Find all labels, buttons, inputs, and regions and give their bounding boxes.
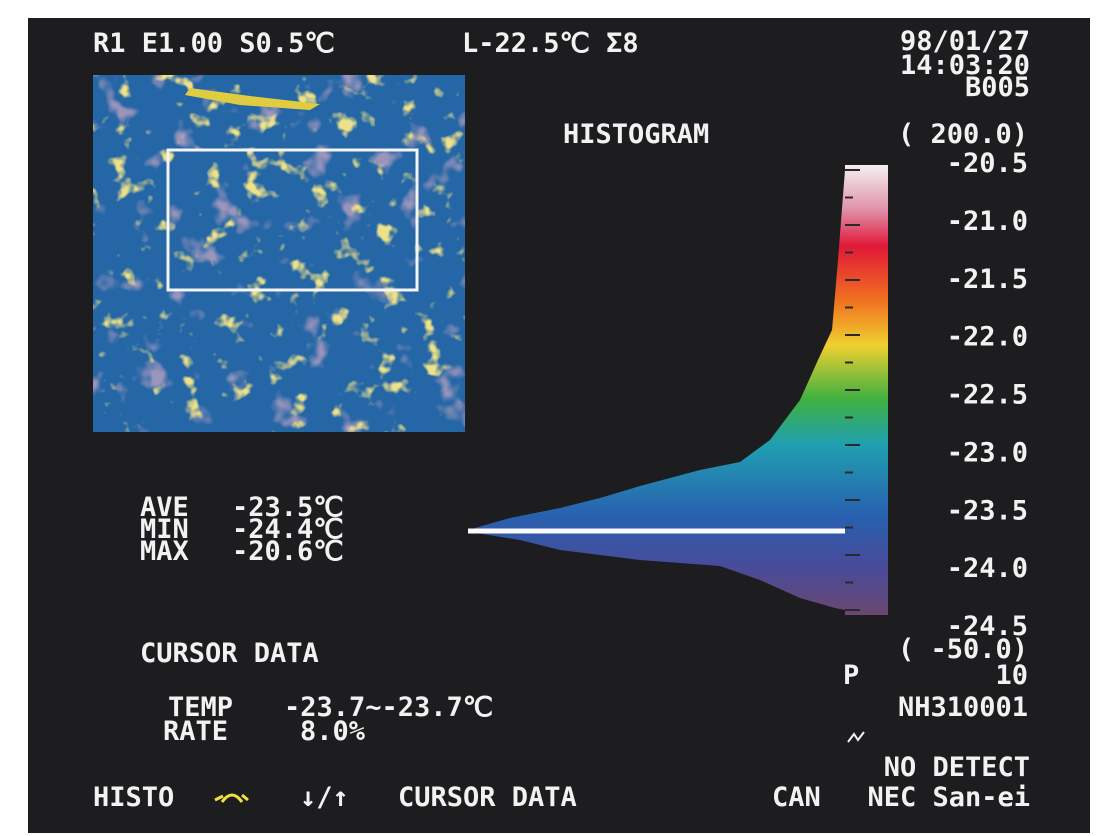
histogram-title: HISTOGRAM xyxy=(563,119,709,150)
device-id: NH310001 xyxy=(898,692,1028,723)
footer-arrows: ↓/↑ xyxy=(300,782,349,813)
scale-label: -21.5 xyxy=(947,264,1028,295)
p-value: 10 xyxy=(995,660,1028,691)
p-label: P xyxy=(843,660,859,691)
code: B005 xyxy=(965,72,1030,103)
scale-label: -23.5 xyxy=(947,495,1028,526)
can: CAN xyxy=(772,782,821,813)
cursor-title: CURSOR DATA xyxy=(140,638,319,669)
scale-label: -20.5 xyxy=(947,148,1028,179)
histogram-max: ( 200.0) xyxy=(898,119,1028,150)
scale-label: -21.0 xyxy=(947,206,1028,237)
scale-label: -22.0 xyxy=(947,322,1028,353)
brand: NEC San-ei xyxy=(867,782,1030,813)
no-detect: NO DETECT xyxy=(884,752,1030,783)
scale-label: -22.5 xyxy=(947,380,1028,411)
page: R1 E1.00 S0.5℃L-22.5℃ Σ898/01/2714:03:20… xyxy=(0,0,1107,836)
rate-value: 8.0% xyxy=(300,716,366,747)
footer-cursor: CURSOR DATA xyxy=(398,782,577,813)
settings: R1 E1.00 S0.5℃ xyxy=(93,28,335,59)
stat-value: -20.6℃ xyxy=(232,536,344,567)
scale-label: -24.0 xyxy=(947,553,1028,584)
thermal-image xyxy=(93,75,465,432)
scale-label: -24.5 xyxy=(947,611,1028,642)
stat-label: MAX xyxy=(140,536,189,567)
level: L-22.5℃ Σ8 xyxy=(462,28,639,59)
footer-histo: HISTO xyxy=(93,782,174,813)
rate-label: RATE xyxy=(163,716,228,747)
image-warm xyxy=(93,75,465,432)
thermal-display: R1 E1.00 S0.5℃L-22.5℃ Σ898/01/2714:03:20… xyxy=(0,0,1107,836)
scale-label: -23.0 xyxy=(947,437,1028,468)
